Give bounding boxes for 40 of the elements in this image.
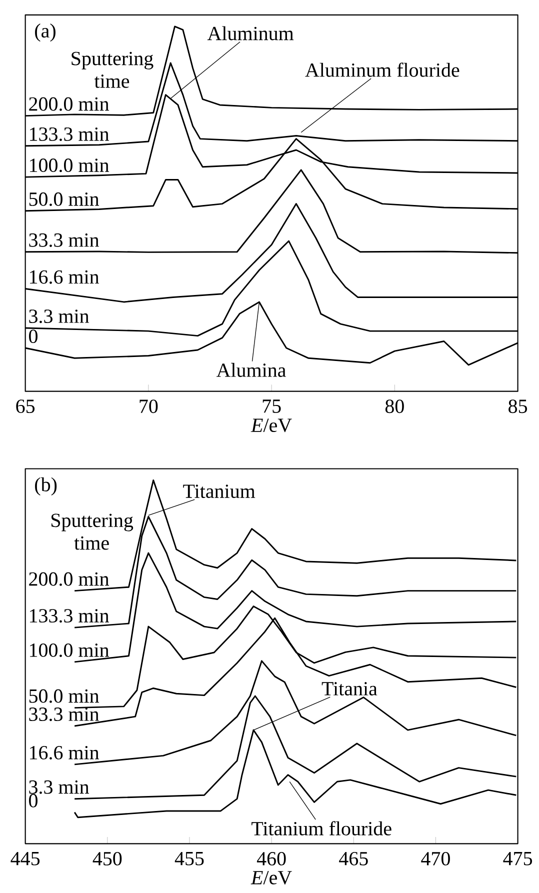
series-label: 50.0 min	[29, 689, 99, 703]
series-label: 100.0 min	[30, 643, 109, 658]
series-label: 0	[28, 330, 38, 344]
series-label: 33.3 min	[29, 233, 99, 247]
x-axis-title: E/eV	[250, 871, 292, 884]
series-label: 16.6 min	[30, 746, 99, 760]
x-tick-label: 465	[338, 852, 368, 866]
annotation: Aluminum flouride	[304, 62, 459, 77]
series-label: 133.3 min	[30, 127, 109, 141]
series-label: 133.3 min	[30, 609, 109, 623]
x-tick-label: 85	[508, 400, 527, 414]
annotation: Alumina	[216, 362, 286, 377]
annotation: Titanium flouride	[251, 821, 392, 836]
series-label: 16.6 min	[30, 270, 99, 284]
x-tick-label: 460	[256, 852, 286, 866]
series-label: 50.0 min	[29, 192, 99, 206]
chart-title: (a)	[34, 24, 56, 42]
x-axis-title: E/eV	[250, 418, 292, 432]
x-tick-label: 455	[174, 852, 204, 866]
x-tick-label: 445	[10, 852, 40, 866]
series-label: 0	[28, 794, 38, 808]
x-tick-label: 450	[92, 852, 122, 866]
x-tick-label: 75	[262, 400, 281, 413]
legend-title: Sputtering time	[71, 52, 154, 88]
annotation: Titanium	[182, 484, 255, 498]
annotation: Titania	[322, 682, 377, 696]
x-tick-label: 470	[420, 852, 450, 866]
series-label: 200.0 min	[28, 572, 109, 586]
x-tick-label: 65	[16, 400, 34, 414]
series-label: 33.3 min	[29, 708, 99, 722]
x-tick-label: 70	[140, 400, 158, 414]
x-tick-label: 475	[502, 852, 532, 866]
annotation: Aluminum	[207, 26, 294, 40]
series-label: 3.3 min	[29, 780, 89, 794]
legend-title: Sputtering time	[51, 514, 133, 550]
series-label: 3.3 min	[29, 310, 89, 324]
series-label: 200.0 min	[28, 97, 109, 111]
series-label: 100.0 min	[30, 158, 109, 172]
x-tick-label: 80	[385, 400, 404, 414]
chart-title: (b)	[34, 477, 56, 496]
